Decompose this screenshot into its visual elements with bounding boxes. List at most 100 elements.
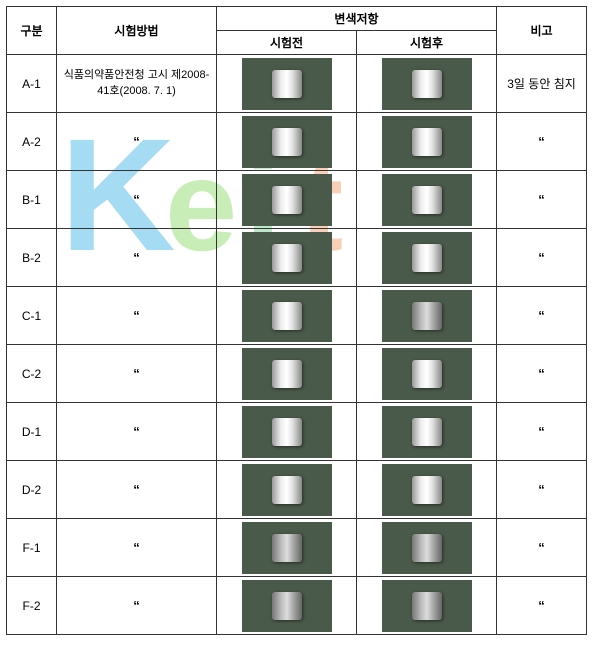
cell-before-image (217, 461, 357, 519)
header-after: 시험후 (357, 31, 497, 55)
sample-photo (382, 290, 472, 342)
metal-cylinder-icon (272, 302, 302, 330)
cell-remark: “ (497, 519, 587, 577)
cell-before-image (217, 345, 357, 403)
cell-before-image (217, 403, 357, 461)
cell-remark: “ (497, 113, 587, 171)
cell-gubun: D-2 (7, 461, 57, 519)
sample-photo (242, 406, 332, 458)
metal-cylinder-icon (412, 592, 442, 620)
cell-method: 식품의약품안전청 고시 제2008-41호(2008. 7. 1) (57, 55, 217, 113)
sample-photo (242, 348, 332, 400)
cell-method: “ (57, 171, 217, 229)
cell-method: “ (57, 345, 217, 403)
cell-remark: “ (497, 403, 587, 461)
sample-photo (382, 174, 472, 226)
cell-remark: “ (497, 577, 587, 635)
table-row: B-2““ (7, 229, 587, 287)
metal-cylinder-icon (412, 476, 442, 504)
cell-remark: “ (497, 461, 587, 519)
cell-after-image (357, 113, 497, 171)
cell-method: “ (57, 113, 217, 171)
header-change: 변색저항 (217, 7, 497, 31)
metal-cylinder-icon (412, 70, 442, 98)
discoloration-test-table: 구분 시험방법 변색저항 비고 시험전 시험후 A-1식품의약품안전청 고시 제… (6, 6, 587, 635)
cell-gubun: F-1 (7, 519, 57, 577)
metal-cylinder-icon (272, 70, 302, 98)
cell-gubun: A-1 (7, 55, 57, 113)
cell-after-image (357, 171, 497, 229)
metal-cylinder-icon (272, 128, 302, 156)
table-row: D-1““ (7, 403, 587, 461)
cell-gubun: D-1 (7, 403, 57, 461)
cell-remark: “ (497, 229, 587, 287)
metal-cylinder-icon (412, 186, 442, 214)
sample-photo (382, 406, 472, 458)
cell-after-image (357, 461, 497, 519)
table-row: A-2““ (7, 113, 587, 171)
metal-cylinder-icon (272, 244, 302, 272)
metal-cylinder-icon (412, 302, 442, 330)
cell-remark: 3일 동안 침지 (497, 55, 587, 113)
sample-photo (242, 464, 332, 516)
metal-cylinder-icon (272, 186, 302, 214)
cell-after-image (357, 55, 497, 113)
metal-cylinder-icon (412, 534, 442, 562)
cell-before-image (217, 171, 357, 229)
cell-gubun: C-2 (7, 345, 57, 403)
table-row: B-1““ (7, 171, 587, 229)
table-row: F-1““ (7, 519, 587, 577)
header-gubun: 구분 (7, 7, 57, 55)
metal-cylinder-icon (272, 360, 302, 388)
sample-photo (242, 232, 332, 284)
cell-before-image (217, 55, 357, 113)
metal-cylinder-icon (272, 418, 302, 446)
sample-photo (382, 232, 472, 284)
metal-cylinder-icon (412, 418, 442, 446)
cell-method: “ (57, 577, 217, 635)
sample-photo (242, 58, 332, 110)
header-remark: 비고 (497, 7, 587, 55)
header-method: 시험방법 (57, 7, 217, 55)
header-before: 시험전 (217, 31, 357, 55)
cell-gubun: C-1 (7, 287, 57, 345)
cell-after-image (357, 287, 497, 345)
cell-method: “ (57, 287, 217, 345)
metal-cylinder-icon (272, 476, 302, 504)
sample-photo (242, 580, 332, 632)
metal-cylinder-icon (412, 244, 442, 272)
cell-gubun: F-2 (7, 577, 57, 635)
sample-photo (242, 174, 332, 226)
cell-after-image (357, 519, 497, 577)
table-row: C-1““ (7, 287, 587, 345)
sample-photo (382, 116, 472, 168)
cell-before-image (217, 519, 357, 577)
cell-after-image (357, 229, 497, 287)
table-row: A-1식품의약품안전청 고시 제2008-41호(2008. 7. 1) 3일 동… (7, 55, 587, 113)
sample-photo (242, 116, 332, 168)
cell-gubun: A-2 (7, 113, 57, 171)
sample-photo (242, 522, 332, 574)
cell-method: “ (57, 519, 217, 577)
cell-remark: “ (497, 287, 587, 345)
cell-gubun: B-2 (7, 229, 57, 287)
cell-after-image (357, 345, 497, 403)
cell-remark: “ (497, 171, 587, 229)
cell-method: “ (57, 403, 217, 461)
table-row: C-2““ (7, 345, 587, 403)
cell-before-image (217, 113, 357, 171)
cell-remark: “ (497, 345, 587, 403)
table-row: D-2““ (7, 461, 587, 519)
cell-gubun: B-1 (7, 171, 57, 229)
metal-cylinder-icon (412, 128, 442, 156)
sample-photo (242, 290, 332, 342)
cell-before-image (217, 577, 357, 635)
cell-method: “ (57, 461, 217, 519)
cell-before-image (217, 287, 357, 345)
sample-photo (382, 348, 472, 400)
metal-cylinder-icon (272, 592, 302, 620)
sample-photo (382, 580, 472, 632)
cell-after-image (357, 403, 497, 461)
cell-after-image (357, 577, 497, 635)
sample-photo (382, 522, 472, 574)
